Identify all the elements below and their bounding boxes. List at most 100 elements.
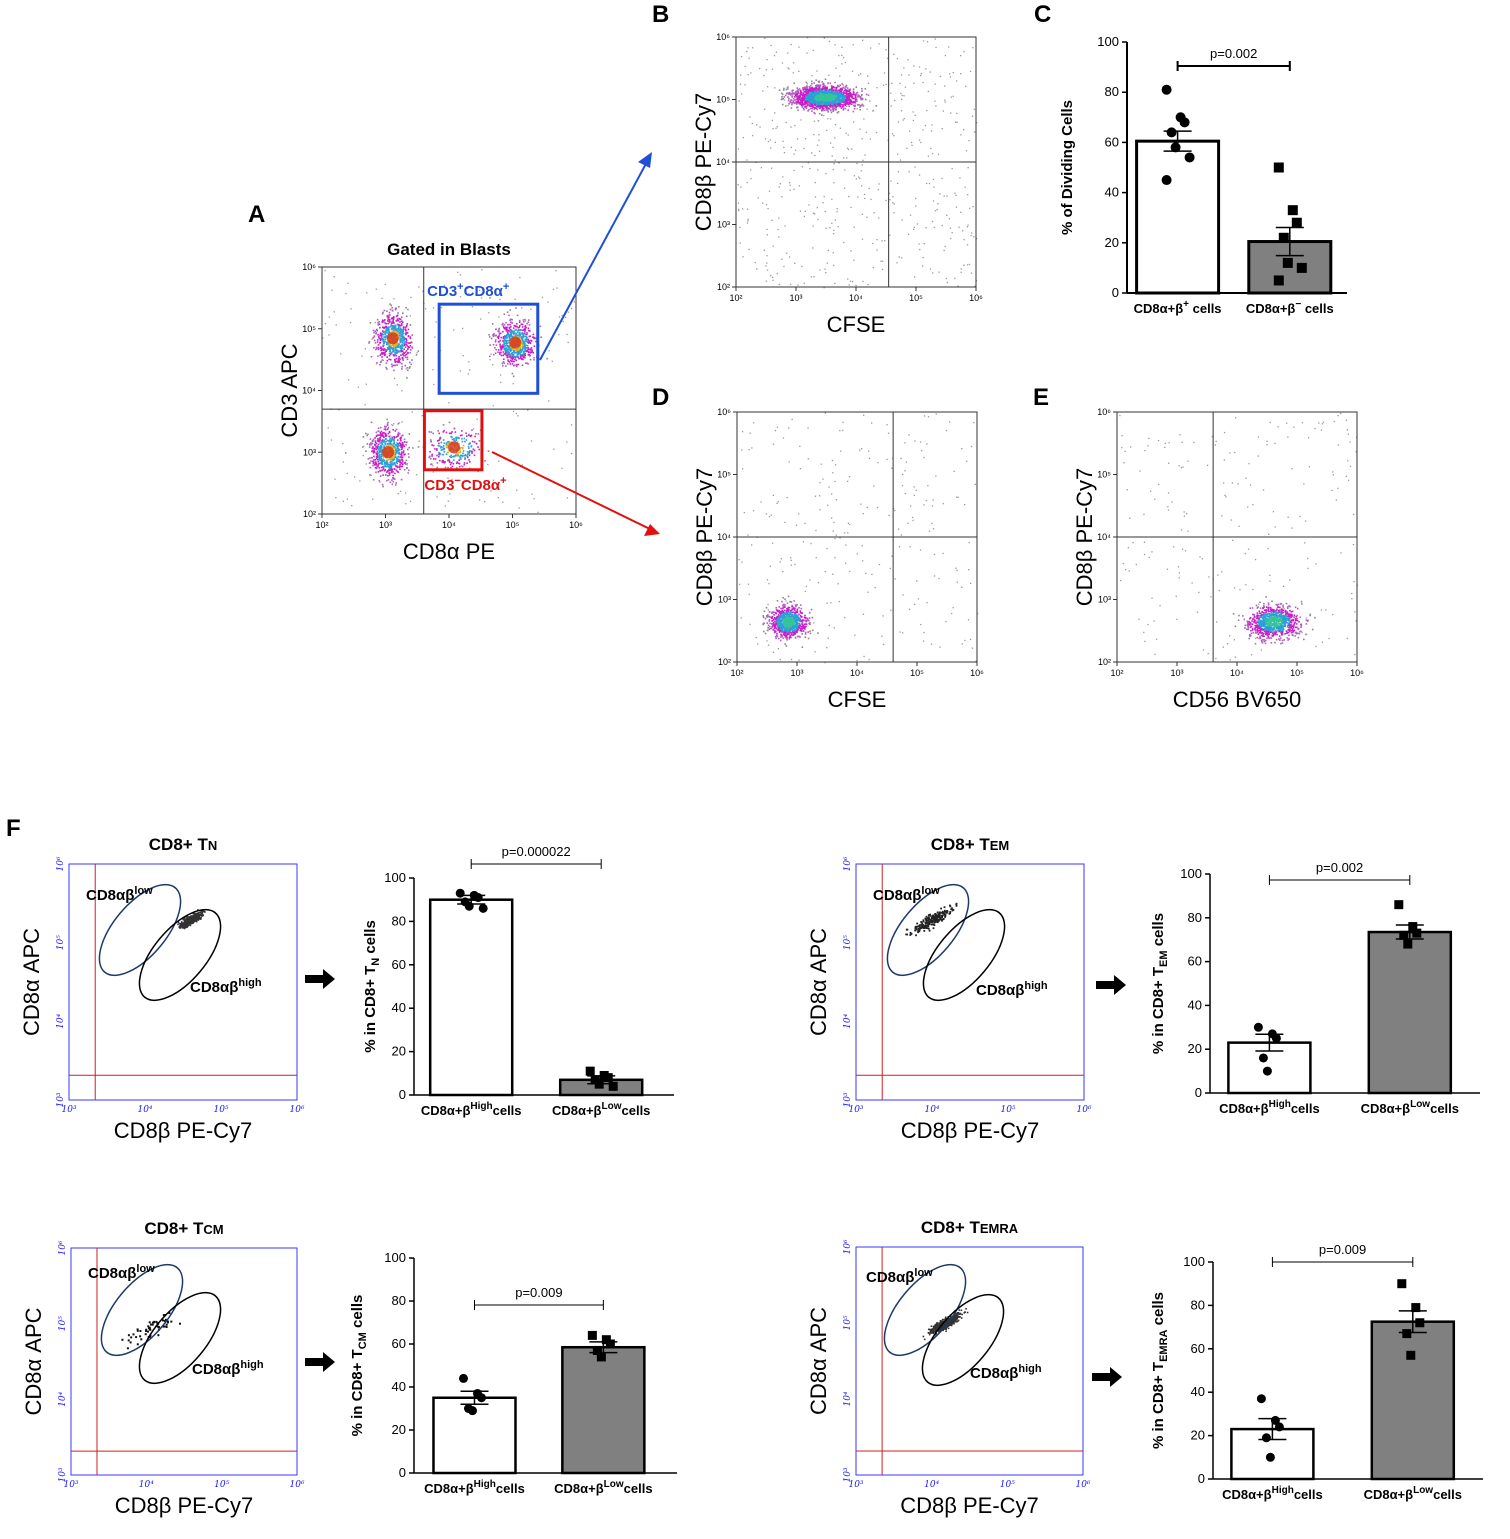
- event-dot: [808, 108, 810, 111]
- event-dot: [759, 126, 761, 128]
- event-dot: [809, 96, 811, 98]
- event-dot: [500, 351, 502, 354]
- y-tick-label: 10⁴: [716, 157, 730, 167]
- event-dot: [405, 325, 408, 328]
- event-dot: [404, 354, 407, 356]
- event-dot: [501, 345, 503, 348]
- event-dot: [526, 338, 529, 341]
- event-dot: [410, 341, 412, 344]
- event-dot: [384, 331, 387, 333]
- event-dot: [744, 84, 746, 86]
- event-dot: [869, 138, 871, 140]
- x-axis-label: CFSE: [827, 312, 886, 337]
- event-dot: [406, 356, 409, 359]
- event-dot: [386, 428, 389, 431]
- event-dot: [781, 103, 784, 106]
- event-dot: [379, 436, 382, 439]
- event-dot: [799, 89, 802, 92]
- event-dot: [763, 74, 765, 77]
- event-dot: [398, 361, 400, 363]
- event-dot: [764, 632, 767, 635]
- event-dot: [763, 249, 765, 251]
- event-dot: [388, 435, 391, 438]
- event-dot: [523, 354, 526, 356]
- event-dot: [519, 349, 521, 352]
- event-dot: [371, 442, 374, 445]
- event-dot: [375, 363, 378, 365]
- event-dot: [390, 471, 393, 474]
- event-dot: [828, 98, 830, 101]
- event-dot: [844, 107, 847, 110]
- event-dot: [376, 452, 379, 455]
- event-dot: [511, 363, 514, 365]
- event-dot: [393, 437, 396, 439]
- event-dot: [804, 633, 807, 635]
- event-dot: [914, 276, 916, 278]
- event-dot: [378, 434, 380, 436]
- event-dot: [794, 262, 796, 264]
- event-dot: [949, 227, 952, 229]
- y-axis-label: CD3 APC: [277, 343, 302, 437]
- event-dot: [393, 423, 395, 425]
- event-dot: [468, 433, 470, 435]
- event-dot: [847, 97, 850, 100]
- event-dot: [502, 351, 505, 353]
- event-dot: [477, 470, 479, 473]
- event-dot: [475, 442, 478, 445]
- event-dot: [478, 448, 480, 451]
- event-dot: [837, 98, 839, 101]
- event-dot: [388, 472, 390, 474]
- event-dot: [893, 203, 895, 205]
- event-dot: [394, 484, 397, 486]
- event-dot: [840, 87, 842, 90]
- event-dot: [378, 449, 380, 452]
- event-dot: [920, 73, 922, 75]
- event-dot: [403, 344, 406, 347]
- event-dot: [376, 456, 379, 458]
- event-dot: [507, 323, 509, 326]
- event-dot: [815, 103, 818, 105]
- event-dot: [381, 483, 384, 486]
- event-dot: [400, 459, 402, 461]
- event-dot: [508, 361, 511, 363]
- event-dot: [524, 348, 526, 351]
- event-dot: [850, 95, 852, 98]
- event-dot: [824, 97, 827, 100]
- text-span: CD3: [424, 477, 454, 494]
- event-dot: [519, 351, 521, 353]
- event-dot: [922, 81, 924, 84]
- event-dot: [523, 329, 525, 331]
- event-dot: [860, 170, 862, 172]
- event-dot: [509, 363, 512, 365]
- event-dot: [933, 226, 936, 229]
- event-dot: [819, 107, 821, 109]
- event-dot: [385, 440, 388, 443]
- event-dot: [393, 331, 396, 333]
- event-dot: [385, 330, 387, 332]
- event-dot: [919, 248, 921, 251]
- event-dot: [392, 349, 395, 351]
- y-tick-label: 10⁶: [716, 32, 730, 42]
- event-dot: [835, 106, 837, 109]
- event-dot: [528, 329, 530, 332]
- event-dot: [514, 329, 517, 331]
- event-dot: [519, 334, 521, 336]
- event-dot: [498, 316, 500, 318]
- event-dot: [841, 89, 843, 91]
- event-dot: [830, 101, 833, 104]
- event-dot: [373, 464, 376, 466]
- event-dot: [503, 340, 505, 342]
- event-dot: [798, 93, 801, 95]
- event-dot: [818, 94, 821, 97]
- event-dot: [838, 100, 841, 103]
- event-dot: [481, 269, 483, 271]
- event-dot: [400, 344, 402, 347]
- event-dot: [849, 88, 851, 91]
- event-dot: [969, 70, 972, 73]
- event-dot: [860, 104, 863, 107]
- event-dot: [831, 101, 834, 103]
- event-dot: [525, 350, 528, 353]
- event-dot: [737, 184, 739, 186]
- event-dot: [458, 443, 460, 445]
- event-dot: [523, 345, 526, 347]
